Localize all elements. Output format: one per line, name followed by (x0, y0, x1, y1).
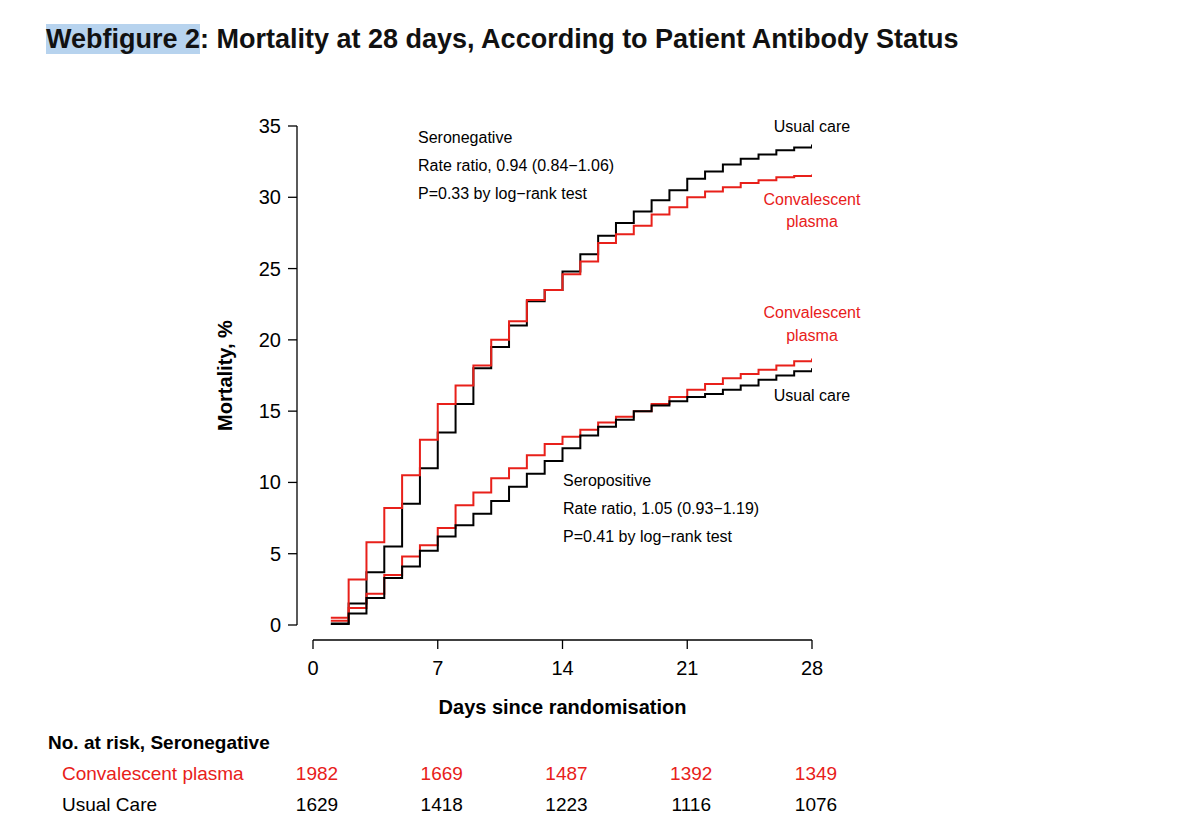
y-tick-label: 30 (259, 186, 281, 208)
series-label: Usual care (774, 387, 851, 404)
y-tick-label: 15 (259, 400, 281, 422)
at-risk-value: 1982 (296, 763, 338, 784)
y-tick-label: 25 (259, 258, 281, 280)
at-risk-value: 1487 (545, 763, 587, 784)
series-label: Usual care (774, 118, 851, 135)
series-label-line: plasma (786, 327, 838, 344)
x-tick-label: 0 (307, 657, 318, 679)
series-label-line: Usual care (774, 118, 851, 135)
y-axis-line (296, 126, 297, 625)
at-risk-value: 1669 (421, 763, 463, 784)
series-line (331, 145, 812, 625)
y-tick-label: 20 (259, 329, 281, 351)
y-axis-label: Mortality, % (214, 320, 236, 431)
plot-area (331, 145, 812, 625)
y-tick (288, 553, 297, 554)
series-label-line: Convalescent (764, 191, 862, 208)
x-tick-label: 14 (551, 657, 573, 679)
at-risk-value: 1349 (795, 763, 837, 784)
series-label-line: plasma (786, 213, 838, 230)
at-risk-row-label: Usual Care (62, 794, 157, 815)
at-risk-value: 1116 (672, 794, 711, 815)
at-risk-value: 1629 (296, 794, 338, 815)
annotation: Rate ratio, 0.94 (0.84−1.06) (418, 157, 614, 174)
y-tick (288, 482, 297, 483)
y-tick (288, 197, 297, 198)
series-label: Convalescent plasma (764, 304, 862, 344)
x-tick-label: 21 (676, 657, 698, 679)
x-tick (687, 640, 688, 649)
y-tick (288, 410, 297, 411)
chart-title: Webfigure 2: Mortality at 28 days, Accor… (46, 24, 959, 55)
title-rest: : Mortality at 28 days, According to Pat… (200, 24, 959, 54)
x-tick (562, 640, 563, 649)
x-axis-label: Days since randomisation (439, 696, 687, 718)
title-highlight: Webfigure 2 (46, 24, 200, 54)
annotation: Rate ratio, 1.05 (0.93−1.19) (563, 500, 759, 517)
at-risk-value: 1076 (795, 794, 837, 815)
y-tick-label: 5 (270, 543, 281, 565)
at-risk-value: 1223 (545, 794, 587, 815)
y-tick-label: 0 (270, 614, 281, 636)
at-risk-row-label: Convalescent plasma (62, 763, 244, 784)
annotation: P=0.33 by log−rank test (418, 185, 588, 202)
x-tick-label: 28 (801, 657, 823, 679)
y-tick (288, 624, 297, 625)
x-tick-label: 7 (432, 657, 443, 679)
at-risk-value: 1392 (670, 763, 712, 784)
x-tick (312, 640, 313, 649)
series-line (331, 174, 812, 617)
y-tick-label: 35 (259, 115, 281, 137)
annotation: Seronegative (418, 129, 512, 146)
series-label-line: Convalescent (764, 304, 862, 321)
y-tick (288, 125, 297, 126)
chart: 0 5 10 15 20 25 30 35 Mortality, % 0 7 14 21 28 Days s… (0, 0, 1200, 839)
y-tick-label: 10 (259, 471, 281, 493)
series-label-line: Usual care (774, 387, 851, 404)
y-tick (288, 339, 297, 340)
series-line (331, 358, 812, 620)
x-tick (437, 640, 438, 649)
x-tick (811, 640, 812, 649)
annotation: Seropositive (563, 472, 651, 489)
at-risk-value: 1418 (421, 794, 463, 815)
y-tick (288, 268, 297, 269)
annotation: P=0.41 by log−rank test (563, 528, 733, 545)
series-line (331, 368, 812, 623)
series-label: Convalescent plasma (764, 191, 862, 230)
at-risk-title: No. at risk, Seronegative (48, 732, 270, 753)
